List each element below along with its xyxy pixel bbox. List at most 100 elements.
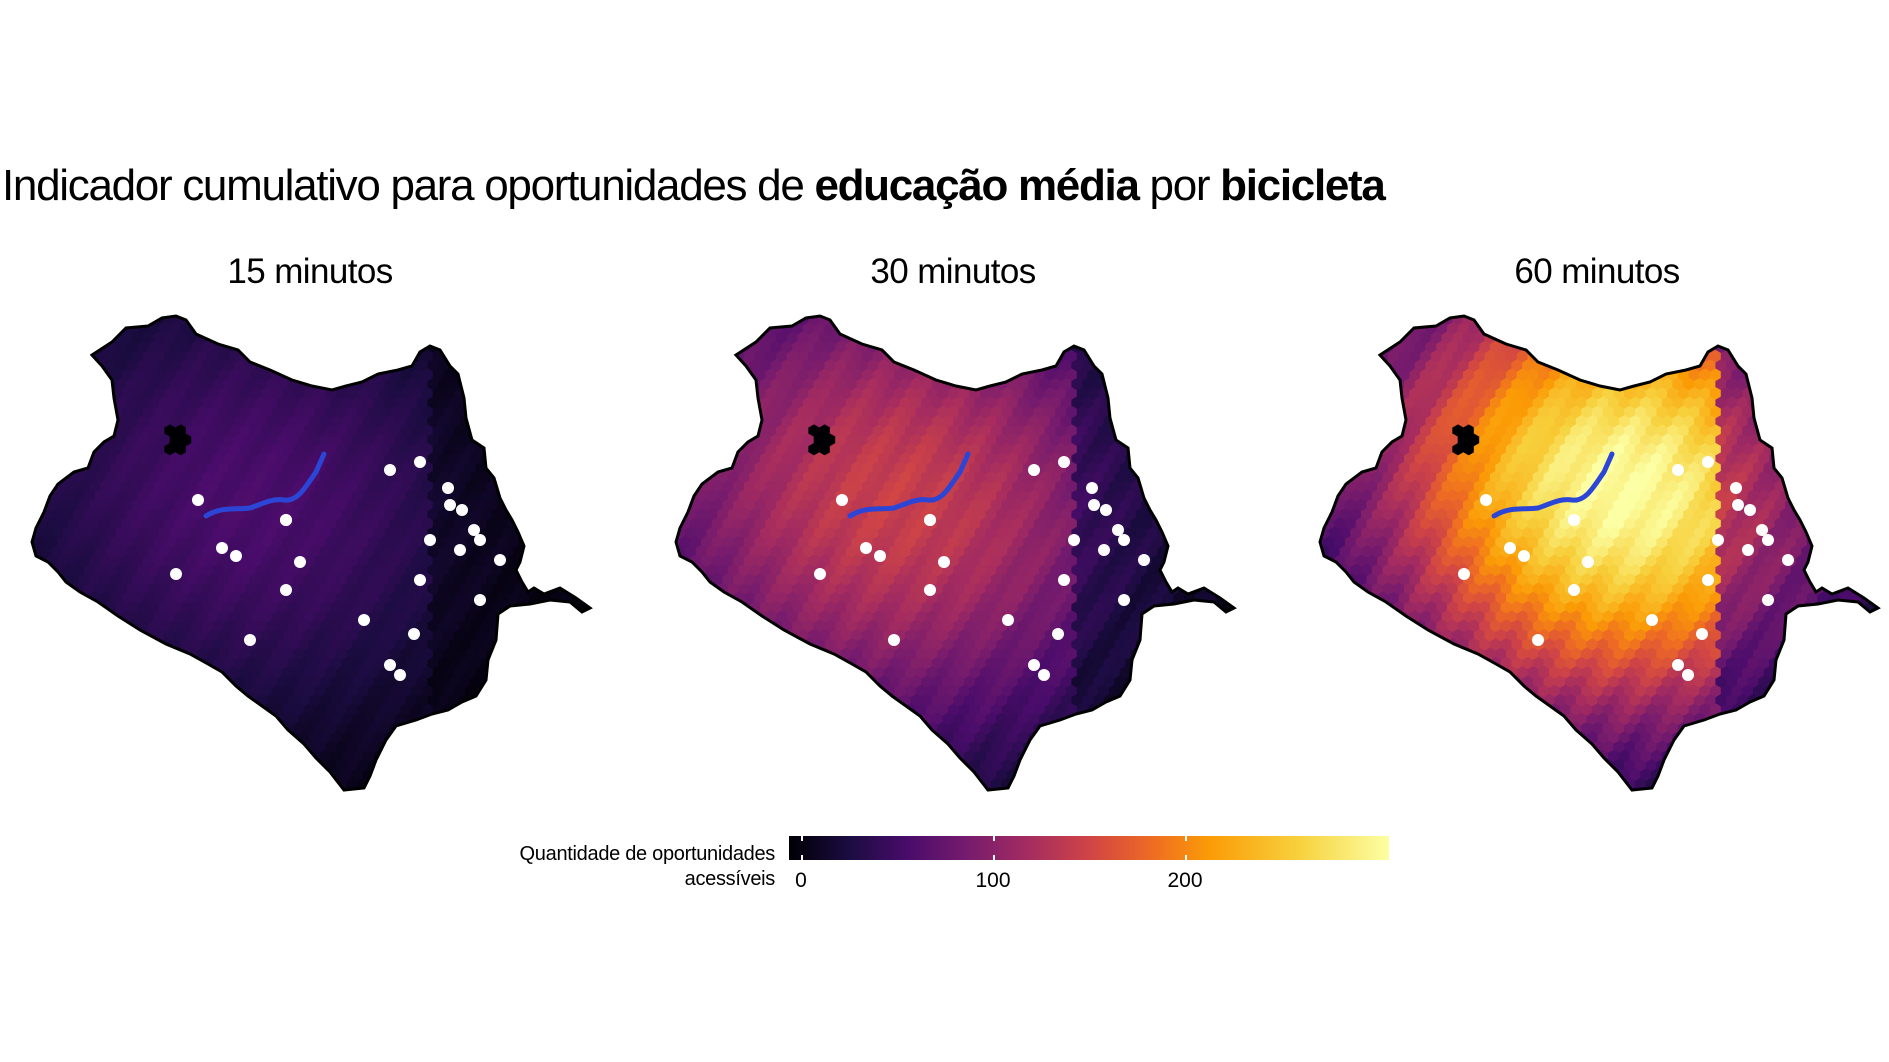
hex-cell [684,601,697,615]
hex-cell [491,396,504,410]
hex-cell [561,740,574,754]
hex-cell [459,316,472,317]
hex-cell [540,759,552,773]
hex-cell [1173,331,1185,345]
hex-cell [73,675,85,689]
hex-cell [1157,396,1169,410]
hex-cell [218,759,230,773]
hex-cell [110,684,122,698]
hex-cell [588,749,590,763]
hex-cell [1162,387,1175,401]
hex-cell [35,610,47,624]
hex-cell [583,405,590,419]
hex-cell [1135,656,1148,670]
hex-cell [105,415,117,429]
hex-cell [121,628,133,643]
hex-cell [1125,433,1137,447]
hex-cell [1130,424,1142,438]
hex-cell [481,322,493,336]
hex-cell [534,563,547,577]
hex-cell [51,322,63,336]
hex-cell [244,316,257,317]
hex-cell [566,433,579,447]
hex-cell [486,316,498,326]
hex-cell [1001,316,1013,326]
hex-cell [411,316,423,326]
hex-cell [583,628,590,643]
hex-cell [1216,535,1228,550]
hex-cell [464,349,477,364]
hex-cell [78,740,90,754]
hex-cell [502,787,514,790]
hex-cell [566,452,579,466]
hex-cell [491,731,504,745]
hex-cell [797,647,809,661]
hex-cell [550,480,563,494]
hex-cell [540,628,552,643]
hex-cell [432,721,445,736]
hex-cell [550,331,563,345]
hex-cell [695,656,707,670]
hex-cell [239,331,251,345]
hex-cell [676,582,686,596]
hex-cell [1173,349,1185,364]
hex-cell [583,461,590,475]
hex-cell [1189,489,1201,503]
hex-cell [432,740,445,754]
hex-cell [711,610,723,624]
hex-cell [40,731,53,745]
hex-cell [888,316,901,317]
hex-cell [910,316,922,317]
hex-cell [1210,563,1223,577]
hex-cell [277,359,289,373]
hex-cell [1232,340,1234,354]
hex-cell [223,768,235,782]
hex-cell [244,731,257,745]
hex-cell [287,316,300,317]
hex-cell [556,712,568,726]
hex-cell [566,563,579,577]
hex-cell [497,442,509,457]
hex-cell [191,316,203,317]
hex-cell [1055,331,1067,345]
hex-cell [926,331,938,345]
hex-cell [760,638,772,652]
hex-cell [1141,349,1153,364]
hex-cell [169,787,181,790]
hex-cell [271,740,284,754]
hex-cell [1146,656,1158,670]
hex-cell [577,396,590,410]
hex-cell [1189,340,1201,354]
hex-cell [470,712,482,726]
hex-cell [293,349,305,364]
hex-cell [32,368,37,382]
hex-cell [566,768,579,782]
hex-cell [137,749,149,763]
hex-cell [454,331,466,345]
hex-cell [985,340,997,354]
hex-cell [470,749,482,763]
hex-cell [497,777,509,790]
hex-cell [1028,322,1040,336]
hex-cell [958,368,971,382]
hex-cell [594,388,605,400]
hex-cell [62,601,74,615]
hex-cell [491,359,504,373]
hex-cell [126,731,139,745]
hex-cell [540,554,552,568]
hex-cell [491,694,504,708]
hex-cell [1173,628,1185,643]
hex-cell [717,396,729,410]
hex-cell [486,442,498,457]
hex-cell [1114,415,1126,429]
hex-cell [676,442,681,457]
hex-cell [690,405,702,419]
hex-cell [679,442,691,457]
hex-cell [1232,377,1234,391]
hex-cell [73,601,85,615]
hex-cell [1151,368,1164,382]
hex-cell [470,731,482,745]
hex-cell [572,331,584,345]
hex-cell [717,415,729,429]
hex-cell [303,349,316,364]
